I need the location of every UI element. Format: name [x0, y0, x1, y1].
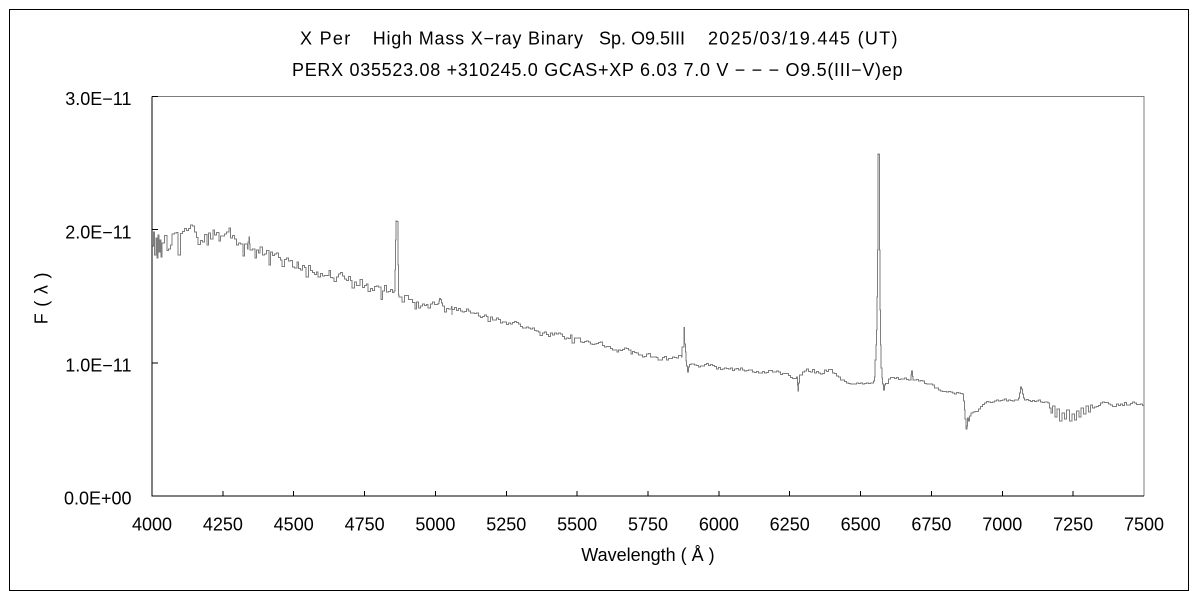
svg-text:7250: 7250	[1053, 515, 1093, 535]
svg-text:5250: 5250	[486, 515, 526, 535]
svg-text:7000: 7000	[982, 515, 1022, 535]
svg-text:3.0E−11: 3.0E−11	[65, 89, 131, 109]
svg-text:6250: 6250	[770, 515, 810, 535]
svg-text:X Per: X Per	[300, 29, 352, 49]
svg-text:4750: 4750	[345, 515, 385, 535]
svg-text:6500: 6500	[841, 515, 881, 535]
svg-text:4250: 4250	[203, 515, 243, 535]
svg-text:5000: 5000	[415, 515, 455, 535]
svg-text:2.0E−11: 2.0E−11	[65, 222, 131, 242]
svg-text:6000: 6000	[699, 515, 739, 535]
svg-text:High Mass X−ray Binary: High Mass X−ray Binary	[373, 29, 584, 49]
svg-text:4500: 4500	[274, 515, 314, 535]
svg-text:2025/03/19.445 (UT): 2025/03/19.445 (UT)	[708, 29, 899, 49]
svg-text:5750: 5750	[628, 515, 668, 535]
svg-text:Wavelength ( Å ): Wavelength ( Å )	[581, 545, 714, 565]
svg-text:6750: 6750	[911, 515, 951, 535]
svg-text:4000: 4000	[132, 515, 172, 535]
svg-text:Sp. O9.5III: Sp. O9.5III	[599, 29, 685, 49]
svg-text:0.0E+00: 0.0E+00	[64, 489, 132, 509]
svg-text:1.0E−11: 1.0E−11	[65, 356, 131, 376]
svg-text:7500: 7500	[1124, 515, 1164, 535]
svg-text:PERX 035523.08 +310245.0 GCAS+: PERX 035523.08 +310245.0 GCAS+XP 6.03 7.…	[292, 60, 903, 80]
svg-text:5500: 5500	[557, 515, 597, 535]
svg-text:F ( λ ): F ( λ )	[32, 272, 52, 325]
